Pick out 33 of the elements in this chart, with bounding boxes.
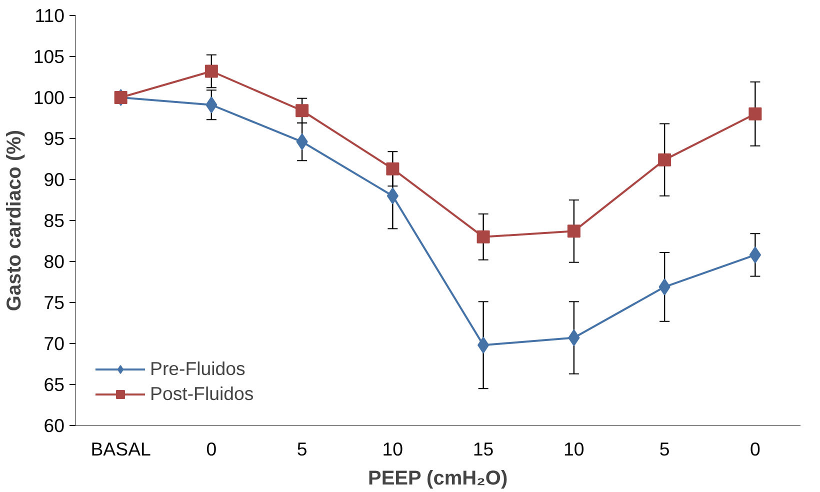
x-tick-label: 0: [750, 438, 760, 460]
point: [296, 104, 309, 118]
x-tick-label: 5: [659, 438, 670, 460]
point: [748, 107, 762, 120]
y-tick-label: 70: [44, 333, 65, 354]
x-tick-label: 5: [296, 438, 308, 460]
y-tick-label: 95: [44, 128, 65, 149]
point: [567, 224, 580, 238]
point: [386, 187, 399, 204]
point: [386, 162, 400, 176]
point: [658, 153, 672, 166]
point: [204, 64, 218, 78]
y-tick-label: 65: [44, 374, 65, 395]
y-tick-label: 100: [33, 87, 65, 108]
x-tick-label: 10: [382, 438, 404, 460]
y-tick-label: 105: [33, 46, 65, 67]
y-tick-label: 60: [44, 415, 65, 436]
x-tick-label: 10: [564, 438, 584, 460]
x-tick-label: 0: [206, 438, 217, 460]
y-tick-label: 80: [44, 251, 65, 272]
y-tick-label: 110: [34, 5, 65, 26]
x-axis-title: PEEP (cmH₂O): [368, 468, 508, 490]
x-tick-label: 15: [472, 438, 494, 460]
y-axis-title: Gasto cardiaco (%): [3, 130, 26, 312]
legend-label: Post-Fluidos: [150, 383, 254, 405]
legend-label: Pre-Fluidos: [150, 358, 246, 380]
y-tick-label: 75: [44, 292, 65, 313]
point: [749, 246, 762, 264]
x-tick-label: BASAL: [90, 438, 151, 460]
y-tick-label: 85: [44, 210, 65, 231]
point: [476, 230, 490, 244]
point: [477, 336, 490, 354]
y-tick-label: 90: [44, 169, 65, 190]
